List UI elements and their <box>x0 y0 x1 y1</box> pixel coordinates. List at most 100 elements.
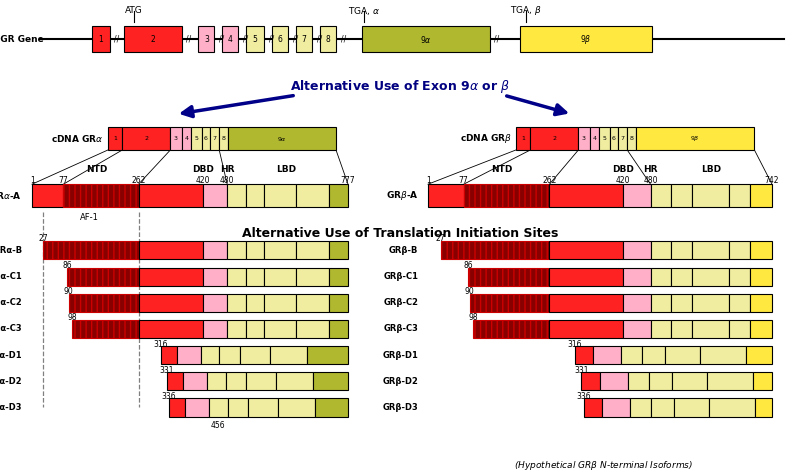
Text: AF-1: AF-1 <box>79 213 98 222</box>
Bar <box>296 241 329 259</box>
Text: 9$\alpha$: 9$\alpha$ <box>420 34 431 45</box>
Text: 1: 1 <box>30 177 34 185</box>
Bar <box>161 346 177 364</box>
Text: //: // <box>341 35 346 44</box>
Bar <box>441 241 550 259</box>
Text: GRβ-D1: GRβ-D1 <box>382 351 418 359</box>
Text: 336: 336 <box>162 392 176 401</box>
Text: 4: 4 <box>228 35 233 44</box>
Text: 3: 3 <box>174 136 178 141</box>
Bar <box>203 268 227 286</box>
Bar <box>67 268 138 286</box>
Text: 2: 2 <box>145 136 149 141</box>
Text: GR$\alpha$-A: GR$\alpha$-A <box>0 190 22 201</box>
Bar <box>610 127 618 150</box>
Bar <box>650 241 671 259</box>
Bar <box>170 127 182 150</box>
Bar <box>222 26 238 52</box>
Bar <box>671 320 692 338</box>
Bar <box>671 294 692 312</box>
Text: 98: 98 <box>67 314 77 322</box>
Text: GRβ-C2: GRβ-C2 <box>383 298 418 307</box>
Bar <box>227 320 246 338</box>
Bar <box>264 241 296 259</box>
Text: 9$\beta$: 9$\beta$ <box>690 134 700 143</box>
Bar <box>642 346 665 364</box>
Bar <box>750 184 772 207</box>
Text: NTD: NTD <box>491 166 513 174</box>
Bar <box>550 268 622 286</box>
Bar <box>296 320 329 338</box>
Bar <box>246 26 264 52</box>
Bar <box>177 346 201 364</box>
Bar <box>307 346 348 364</box>
Bar <box>124 26 182 52</box>
Bar <box>329 184 348 207</box>
Bar <box>550 320 622 338</box>
Text: 4: 4 <box>592 136 596 141</box>
Bar <box>219 346 240 364</box>
Bar <box>183 372 207 390</box>
Bar <box>753 372 772 390</box>
Text: GRα-C3: GRα-C3 <box>0 325 22 333</box>
Text: 7: 7 <box>302 35 306 44</box>
Bar <box>122 127 170 150</box>
Bar <box>329 268 348 286</box>
Bar <box>246 184 264 207</box>
Text: 8: 8 <box>630 136 634 141</box>
Bar <box>474 320 550 338</box>
Text: 3: 3 <box>582 136 586 141</box>
Bar <box>730 294 750 312</box>
Bar <box>730 241 750 259</box>
Bar <box>246 241 264 259</box>
Bar <box>700 346 746 364</box>
Text: 90: 90 <box>64 288 74 296</box>
Text: GRα-C1: GRα-C1 <box>0 272 22 281</box>
Bar <box>227 184 246 207</box>
Text: GRβ-D2: GRβ-D2 <box>382 377 418 386</box>
Bar <box>228 398 248 416</box>
Bar <box>169 398 185 416</box>
Bar <box>203 241 227 259</box>
Bar <box>578 127 590 150</box>
Bar <box>530 127 578 150</box>
Bar <box>228 127 336 150</box>
Bar <box>622 184 650 207</box>
Text: GRα-D3: GRα-D3 <box>0 403 22 412</box>
Bar <box>202 127 210 150</box>
Bar <box>627 127 636 150</box>
Bar <box>520 26 652 52</box>
Bar <box>628 372 649 390</box>
Text: 27: 27 <box>436 235 446 243</box>
Bar <box>593 346 621 364</box>
Bar <box>750 241 772 259</box>
Bar <box>227 241 246 259</box>
Text: 90: 90 <box>465 288 474 296</box>
Bar <box>674 398 709 416</box>
Text: GRα-D2: GRα-D2 <box>0 377 22 386</box>
Bar <box>227 268 246 286</box>
Bar <box>226 372 246 390</box>
Bar <box>138 184 203 207</box>
Text: 420: 420 <box>615 177 630 185</box>
Bar <box>320 26 336 52</box>
Bar <box>590 127 599 150</box>
Text: 77: 77 <box>58 177 68 185</box>
Bar <box>264 320 296 338</box>
Text: 331: 331 <box>574 366 589 375</box>
Text: DBD: DBD <box>612 166 634 174</box>
Text: (Hypothetical GR$\beta$ N-terminal Isoforms): (Hypothetical GR$\beta$ N-terminal Isofo… <box>514 459 694 472</box>
Text: 1: 1 <box>114 136 117 141</box>
Text: 3: 3 <box>204 35 209 44</box>
Text: //: // <box>186 35 191 44</box>
Bar <box>692 320 730 338</box>
Bar <box>516 127 530 150</box>
Text: 5: 5 <box>602 136 606 141</box>
Text: 86: 86 <box>463 261 473 270</box>
Bar <box>198 26 214 52</box>
Text: //: // <box>269 35 274 44</box>
Text: GRβ-C1: GRβ-C1 <box>383 272 418 281</box>
Bar <box>692 268 730 286</box>
Bar <box>203 184 227 207</box>
Text: 262: 262 <box>542 177 557 185</box>
